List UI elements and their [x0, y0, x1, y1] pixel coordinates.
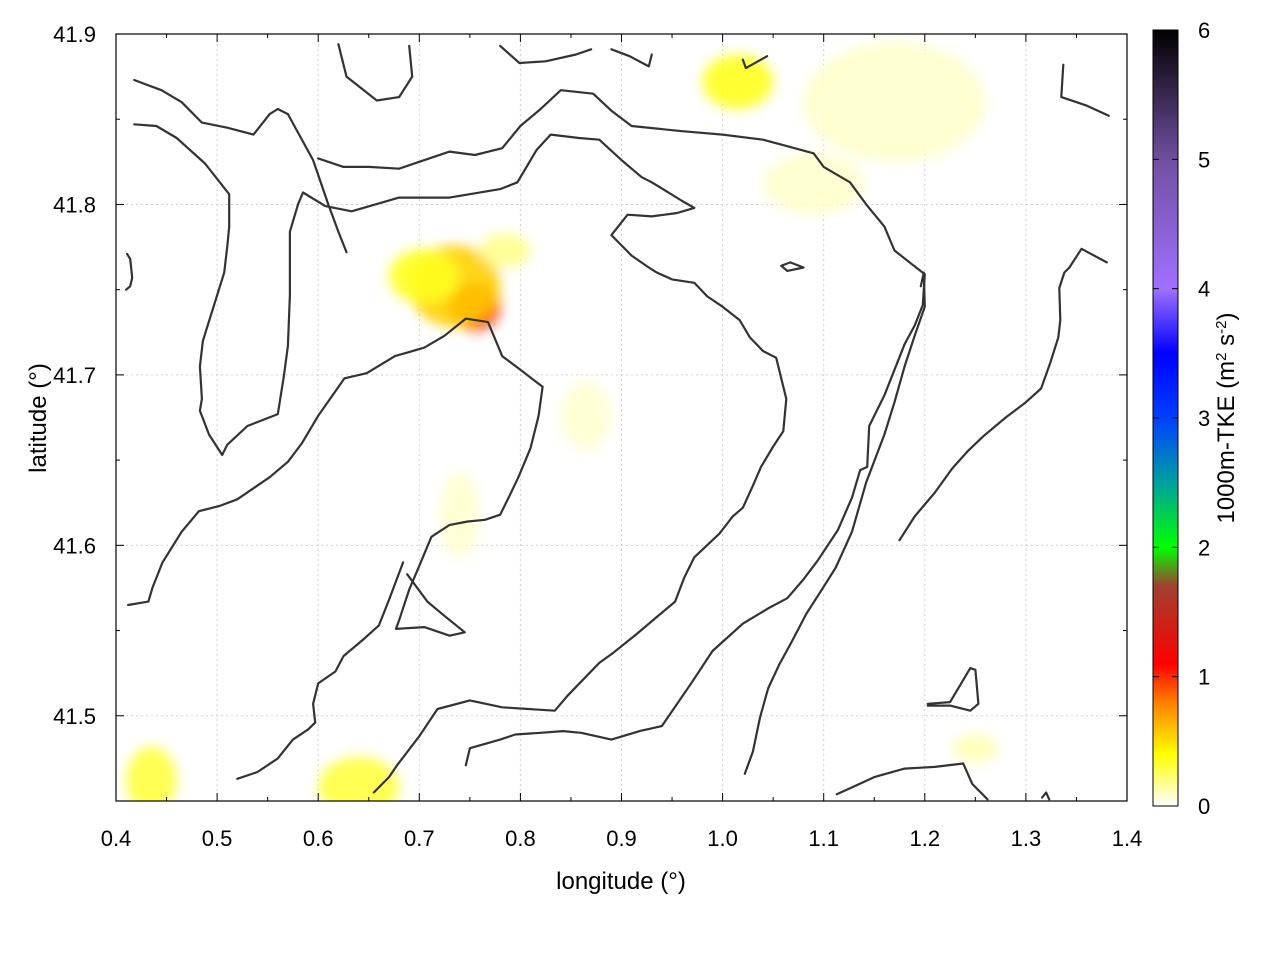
y-tick-label: 41.5	[53, 704, 96, 729]
x-tick-label: 0.7	[404, 826, 435, 851]
y-tick-label: 41.6	[53, 533, 96, 558]
colorbar-title-mid: s	[1213, 334, 1240, 353]
y-tick-label: 41.9	[53, 22, 96, 47]
y-tick-label: 41.8	[53, 192, 96, 217]
contour-line	[133, 123, 519, 457]
tke-blob	[318, 756, 400, 801]
tke-blob	[560, 381, 612, 450]
x-tick-label: 0.4	[101, 826, 132, 851]
tke-blob	[388, 248, 460, 304]
contour-line	[236, 561, 405, 780]
tke-blob	[803, 42, 986, 162]
x-axis-title: longitude (°)	[556, 868, 686, 895]
colorbar-title: 1000m-TKE (m2 s-2)	[1213, 312, 1241, 523]
colorbar-title-end: )	[1213, 312, 1240, 320]
colorbar-title-sup2: -2	[1213, 320, 1230, 333]
colorbar-tick-label: 1	[1198, 665, 1210, 690]
contour-line	[337, 43, 414, 102]
contour-line	[499, 44, 593, 65]
colorbar-tick-label: 5	[1198, 147, 1210, 172]
contour-line	[741, 55, 769, 70]
contour-line	[1040, 791, 1051, 801]
x-tick-label: 0.5	[202, 826, 233, 851]
x-tick-label: 1.2	[910, 826, 941, 851]
x-tick-label: 1.1	[808, 826, 839, 851]
y-tick-label: 41.7	[53, 363, 96, 388]
contour-line	[372, 133, 788, 794]
contour-line	[133, 78, 348, 254]
colorbar-ticks	[1153, 29, 1178, 807]
x-tick-label: 0.6	[303, 826, 334, 851]
colorbar-tick-label: 6	[1198, 18, 1210, 43]
x-tick-labels: 0.4 0.5 0.6 0.7 0.8 0.9 1.0 1.1 1.2 1.3 1.4	[101, 826, 1143, 851]
contour-line	[317, 89, 926, 767]
colorbar-tick-label: 2	[1198, 535, 1210, 560]
contour-layer	[124, 43, 1110, 801]
contour-line	[743, 271, 926, 775]
contour-line	[610, 48, 653, 68]
plot-background	[116, 34, 1127, 801]
contour-line	[124, 252, 134, 291]
x-tick-label: 0.8	[505, 826, 536, 851]
tke-blob	[126, 746, 177, 801]
axis-ticks	[115, 33, 1128, 802]
contour-line	[835, 762, 989, 801]
tke-blob	[702, 54, 774, 109]
colorbar-tick-labels: 0 1 2 3 4 5 6	[1198, 18, 1210, 819]
heatmap-layer	[126, 42, 998, 801]
contour-line	[1060, 63, 1110, 117]
tke-blob	[479, 233, 531, 268]
contour-line	[127, 317, 544, 637]
tke-blob	[763, 153, 865, 215]
tke-blob	[439, 472, 480, 558]
colorbar-tick-label: 0	[1198, 794, 1210, 819]
colorbar-title-main: 1000m-TKE (m	[1213, 361, 1240, 524]
y-axis-title: latitude (°)	[25, 363, 52, 473]
colorbar-tick-label: 4	[1198, 277, 1210, 302]
tke-blob	[953, 734, 998, 762]
y-tick-labels: 41.5 41.6 41.7 41.8 41.9	[53, 22, 96, 729]
contour-line	[926, 666, 980, 712]
x-tick-label: 1.0	[707, 826, 738, 851]
x-tick-label: 0.9	[606, 826, 637, 851]
colorbar-tick-label: 3	[1198, 406, 1210, 431]
x-tick-label: 1.4	[1112, 826, 1143, 851]
contour-line	[780, 261, 805, 272]
colorbar-title-sup1: 2	[1213, 352, 1230, 360]
contour-line	[898, 247, 1108, 542]
x-tick-label: 1.3	[1011, 826, 1042, 851]
